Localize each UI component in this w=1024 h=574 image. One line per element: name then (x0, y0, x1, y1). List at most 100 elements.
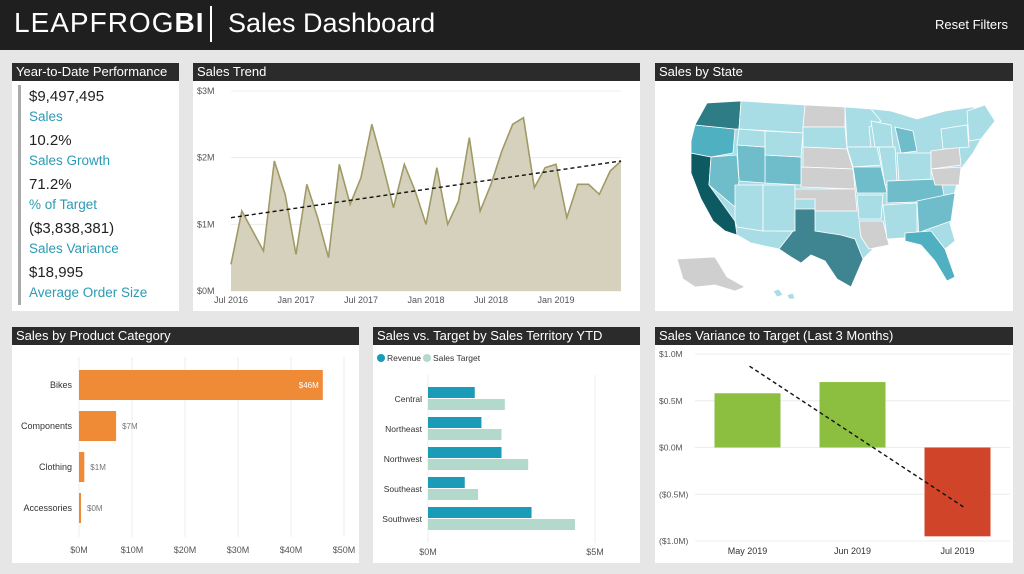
x-tick-label: Jul 2017 (344, 295, 378, 305)
state-arizona[interactable] (734, 184, 764, 232)
state-oregon[interactable] (690, 124, 736, 158)
state-kansas[interactable] (800, 166, 856, 190)
y-tick-label: $1.0M (659, 349, 683, 359)
logo-text-bold: BI (174, 7, 205, 38)
territory-label: Northeast (385, 424, 422, 434)
x-tick-label: $0M (419, 547, 437, 557)
revenue-bar (428, 447, 502, 458)
x-tick-label: $10M (121, 545, 144, 555)
state-virginia[interactable] (930, 166, 962, 186)
territory-label: Southeast (384, 484, 423, 494)
ytd-panel-title: Year-to-Date Performance (12, 63, 179, 81)
revenue-bar (428, 477, 465, 488)
product-category-title: Sales by Product Category (12, 327, 359, 345)
kpi-list: $9,497,495 Sales 10.2% Sales Growth 71.2… (18, 85, 173, 305)
kpi-sales[interactable]: $9,497,495 Sales (29, 85, 173, 129)
target-bar (428, 399, 505, 410)
state-south-dakota[interactable] (802, 126, 848, 150)
state-new-york[interactable] (940, 124, 970, 150)
reset-filters-button[interactable]: Reset Filters (935, 17, 1008, 32)
kpi-value: 10.2% (29, 132, 72, 149)
territory-label: Southwest (382, 514, 422, 524)
state-idaho[interactable] (736, 128, 766, 148)
variance-title: Sales Variance to Target (Last 3 Months) (655, 327, 1013, 345)
x-tick-label: $30M (227, 545, 250, 555)
x-tick-label: $5M (586, 547, 604, 557)
state-colorado[interactable] (764, 154, 802, 186)
state-new-england[interactable] (966, 104, 996, 142)
product-bar (79, 493, 81, 523)
variance-panel: Sales Variance to Target (Last 3 Months)… (655, 327, 1013, 563)
us-states-map[interactable] (655, 81, 1013, 311)
product-category-panel: Sales by Product Category $0M $10M $20M $30… (12, 327, 359, 563)
state-alaska[interactable] (676, 256, 746, 292)
state-louisiana[interactable] (858, 220, 890, 250)
state-georgia[interactable] (916, 192, 956, 239)
sales-trend-panel: Sales Trend $0M $1M $2M $3M Jul 2016 Jan 2017… (193, 63, 640, 311)
state-missouri[interactable] (852, 166, 888, 194)
sales-by-state-title: Sales by State (655, 63, 1013, 81)
state-pennsylvania[interactable] (930, 146, 962, 170)
x-tick-label: Jan 2019 (537, 295, 574, 305)
y-tick-label: ($1.0M) (659, 536, 688, 546)
kpi-average-order-size[interactable]: $18,995 Average Order Size (29, 261, 173, 305)
state-texas[interactable] (774, 208, 864, 288)
state-hawaii[interactable] (772, 288, 796, 300)
product-bar (79, 370, 323, 400)
territory-label: Northwest (384, 454, 423, 464)
x-tick-label: Jan 2018 (407, 295, 444, 305)
state-ohio-valley[interactable] (896, 152, 932, 182)
x-tick-label: $0M (70, 545, 88, 555)
y-tick-label: $3M (197, 86, 215, 96)
y-tick-label: $2M (197, 153, 215, 163)
ytd-performance-panel: Year-to-Date Performance $9,497,495 Sale… (12, 63, 179, 311)
product-bar (79, 411, 117, 441)
variance-bar (924, 447, 991, 537)
kpi-label: Sales (29, 109, 63, 124)
state-north-dakota[interactable] (802, 104, 846, 128)
state-montana[interactable] (738, 100, 806, 134)
x-tick-label: $50M (333, 545, 356, 555)
state-wyoming[interactable] (764, 130, 804, 158)
target-bar (428, 459, 529, 470)
x-tick-label: Jul 2019 (940, 546, 974, 556)
state-new-mexico[interactable] (762, 184, 796, 232)
data-label: $1M (90, 463, 106, 472)
legend-target-marker (423, 354, 431, 362)
y-tick-label: $1M (197, 219, 215, 229)
state-wisconsin[interactable] (870, 120, 894, 148)
state-michigan[interactable] (894, 126, 918, 154)
kpi-sales-variance[interactable]: ($3,838,381) Sales Variance (29, 217, 173, 261)
kpi-label: Average Order Size (29, 285, 148, 300)
revenue-bar (428, 387, 475, 398)
brand-logo: LEAPFROGBI (14, 7, 204, 39)
x-tick-label: Jul 2018 (474, 295, 508, 305)
territory-label: Central (395, 394, 423, 404)
state-arkansas[interactable] (856, 194, 884, 220)
data-label: $7M (122, 422, 138, 431)
page-title: Sales Dashboard (228, 8, 436, 38)
category-label: Components (21, 421, 73, 431)
kpi-percent-of-target[interactable]: 71.2% % of Target (29, 173, 173, 217)
x-tick-label: $20M (174, 545, 197, 555)
state-nebraska[interactable] (802, 146, 854, 170)
y-tick-label: $0.5M (659, 396, 683, 406)
sales-trend-title: Sales Trend (193, 63, 640, 81)
territory-chart[interactable]: Revenue Sales Target $0M $5M Central Northeas… (373, 345, 640, 563)
revenue-bar (428, 417, 482, 428)
category-label: Clothing (39, 462, 72, 472)
sales-by-state-panel: Sales by State (655, 63, 1013, 311)
y-tick-label: $0M (197, 286, 215, 296)
state-florida[interactable] (904, 230, 956, 282)
x-tick-label: Jul 2016 (214, 295, 248, 305)
product-category-chart[interactable]: $0M $10M $20M $30M $40M $50M Bikes $46M Componen… (12, 345, 359, 563)
state-washington[interactable] (694, 100, 742, 130)
data-label: $0M (87, 504, 103, 513)
target-bar (428, 429, 502, 440)
sales-trend-chart[interactable]: $0M $1M $2M $3M Jul 2016 Jan 2017 Jul 2017 Jan … (193, 81, 640, 311)
state-utah[interactable] (736, 144, 766, 184)
variance-chart[interactable]: $1.0M $0.5M $0.0M ($0.5M) ($1.0M) May 2019 Jun… (655, 345, 1013, 563)
kpi-sales-growth[interactable]: 10.2% Sales Growth (29, 129, 173, 173)
state-iowa[interactable] (846, 146, 882, 168)
data-label: $46M (299, 381, 319, 390)
